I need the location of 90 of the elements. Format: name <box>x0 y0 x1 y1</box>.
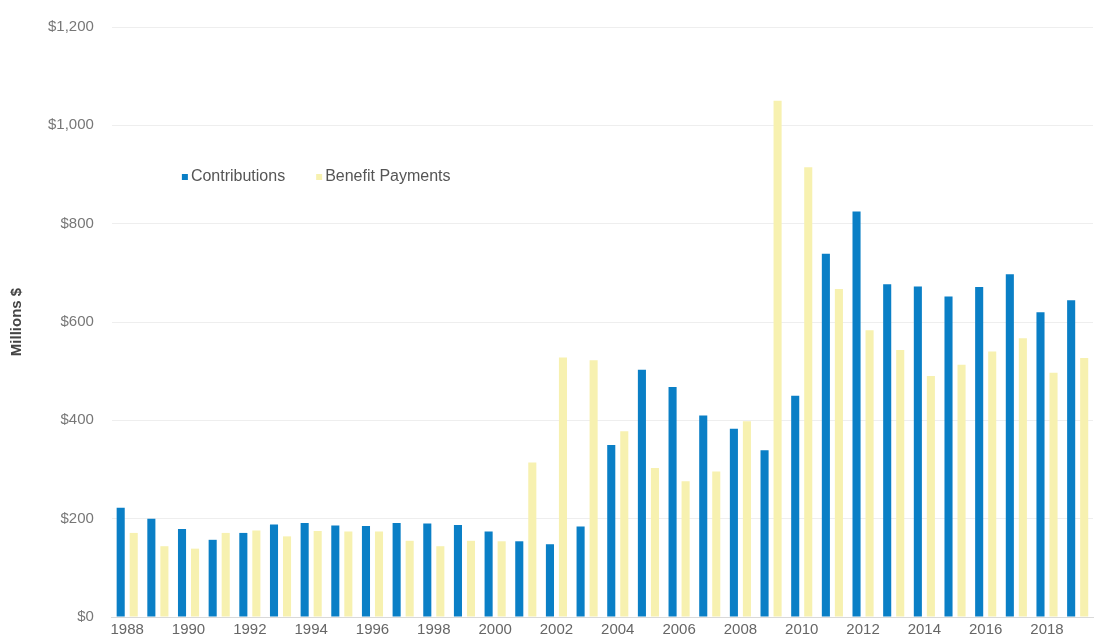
bar <box>300 523 309 617</box>
bar <box>361 526 371 617</box>
bar <box>423 523 432 617</box>
x-tick-label: 2010 <box>785 620 819 638</box>
bar <box>926 376 935 617</box>
x-tick-label: 2006 <box>662 620 696 638</box>
bar <box>607 444 616 617</box>
bar <box>331 525 340 617</box>
bar <box>865 330 874 617</box>
bar <box>191 548 200 617</box>
y-tick-label: $400 <box>60 410 94 428</box>
bar <box>620 431 629 617</box>
bar <box>497 541 506 617</box>
bar <box>239 532 248 617</box>
bar <box>436 546 445 617</box>
bar <box>712 471 721 617</box>
x-tick-label: 2016 <box>969 620 1003 638</box>
bar <box>453 525 462 617</box>
bar <box>913 286 922 617</box>
bar <box>392 523 401 617</box>
y-tick-label: $200 <box>60 508 94 526</box>
bar <box>269 524 279 617</box>
x-tick-label: 2012 <box>846 620 880 638</box>
bar <box>147 518 156 617</box>
bar <box>1036 312 1045 617</box>
legend-label: Contributions <box>190 167 286 185</box>
x-tick-label: 2014 <box>907 620 942 638</box>
bar <box>344 531 353 617</box>
bar <box>545 544 554 617</box>
bar <box>282 536 292 617</box>
bar <box>405 540 414 617</box>
bar <box>760 450 769 617</box>
bar <box>558 357 567 617</box>
x-tick-label: 1990 <box>171 620 206 638</box>
bar <box>742 421 751 617</box>
bar <box>528 462 537 617</box>
bar <box>804 167 813 617</box>
bar <box>791 395 800 617</box>
y-tick-label: $1,200 <box>47 17 94 35</box>
bar <box>589 360 598 617</box>
bar <box>177 528 187 617</box>
x-tick-label: 1992 <box>233 620 267 638</box>
bar <box>988 351 997 617</box>
x-tick-label: 1988 <box>110 620 144 638</box>
bar <box>313 530 322 617</box>
bar <box>1080 357 1089 617</box>
y-axis-title: Millions $ <box>7 287 25 357</box>
bar <box>160 546 169 617</box>
x-tick-label: 2000 <box>478 620 512 638</box>
x-tick-label: 1994 <box>294 620 328 638</box>
x-tick-label: 2008 <box>723 620 758 638</box>
bar <box>1005 274 1014 617</box>
bar <box>944 296 953 617</box>
bar <box>252 530 261 617</box>
bar <box>852 211 861 617</box>
y-tick-label: $600 <box>60 312 94 330</box>
bar <box>208 539 217 617</box>
x-tick-label: 1996 <box>355 620 390 638</box>
legend-label: Benefit Payments <box>325 167 451 185</box>
bar <box>129 532 138 617</box>
x-tick-label: 2004 <box>601 620 635 638</box>
bar <box>484 531 493 617</box>
bar <box>668 386 677 617</box>
bar <box>374 531 384 617</box>
bar <box>834 289 843 617</box>
bar <box>1067 300 1076 617</box>
bar <box>1049 372 1058 617</box>
bar <box>975 287 984 617</box>
bar <box>637 369 646 617</box>
y-tick-label: $0 <box>77 607 94 625</box>
bar <box>729 428 738 617</box>
bar <box>221 532 230 617</box>
bar <box>957 364 966 617</box>
bar <box>883 284 892 617</box>
bar <box>699 415 708 617</box>
bar <box>773 100 782 617</box>
x-tick-label: 2002 <box>539 620 574 638</box>
y-tick-label: $1,000 <box>47 115 94 133</box>
x-tick-label: 2018 <box>1030 620 1064 638</box>
x-tick-label: 1998 <box>417 620 451 638</box>
bar <box>1018 338 1027 617</box>
bar <box>466 540 476 617</box>
bar <box>821 253 830 617</box>
bar <box>576 526 585 617</box>
bar <box>896 350 905 617</box>
bar <box>681 481 690 617</box>
bar <box>116 507 125 617</box>
bar <box>515 541 524 617</box>
y-tick-label: $800 <box>60 213 94 231</box>
bar <box>650 468 659 617</box>
